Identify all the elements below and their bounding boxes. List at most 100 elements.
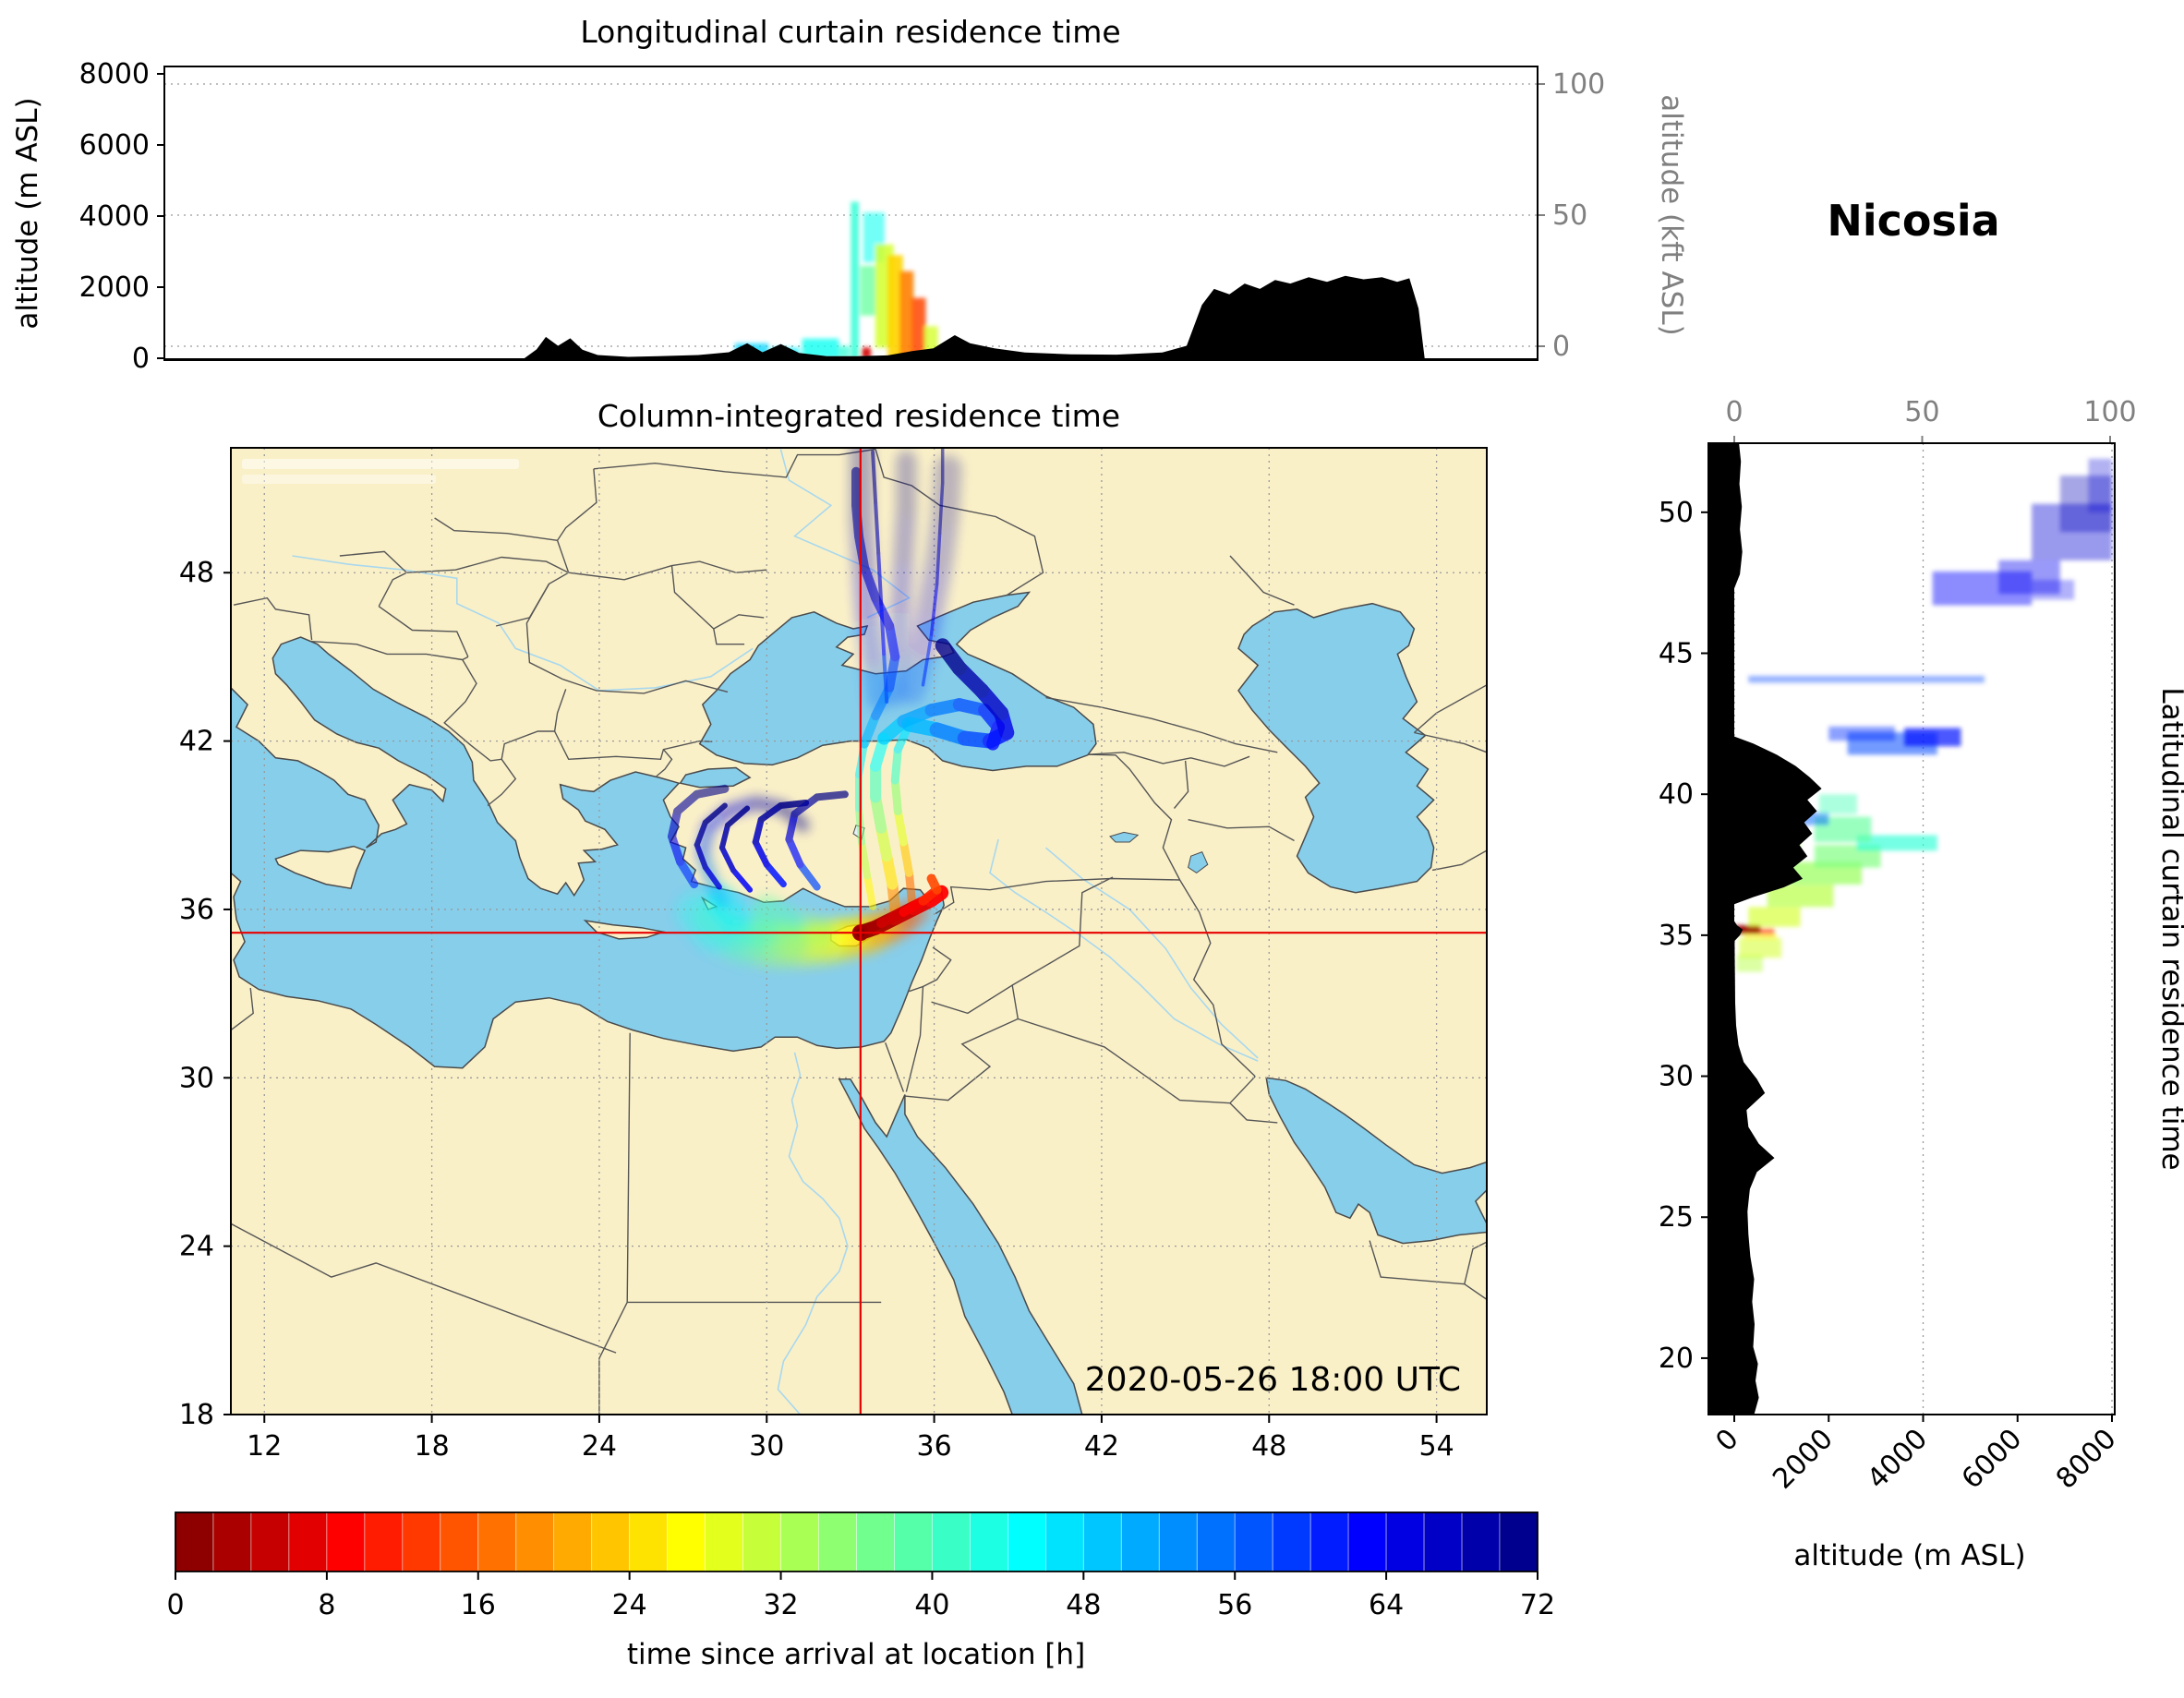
colorbar-bin (1423, 1511, 1463, 1572)
colorbar-bin (288, 1511, 328, 1572)
altitude-m-tick-label: 6000 (79, 129, 150, 162)
column-integrated-map-panel: 12 18 24 30 36 42 48 54 18 24 30 36 42 48 Column-inte… (179, 398, 1488, 1463)
colorbar-bin (1008, 1511, 1046, 1572)
country-border (1179, 879, 1256, 1078)
plume-segment (935, 531, 942, 586)
longitude-tick-label: 54 (1419, 1430, 1454, 1463)
plume-segment (860, 562, 881, 603)
colorbar-tick-label: 64 (1369, 1589, 1404, 1621)
sicily (274, 845, 367, 890)
plume-segment (871, 450, 878, 505)
colorbar-label: time since arrival at location [h] (627, 1638, 1085, 1671)
colorbar-bin (1234, 1511, 1273, 1572)
right-altitude-axis-label: altitude (m ASL) (1793, 1539, 2025, 1572)
altitude-kft-tick-label: 0 (1552, 331, 1570, 363)
residence-patch (860, 265, 875, 316)
country-border (593, 448, 876, 478)
plume-segment (863, 872, 877, 910)
map-attribution-smudge (242, 475, 436, 484)
latitude-tick-label: 25 (1659, 1201, 1694, 1234)
altitude-m-tick-label: 4000 (79, 200, 150, 233)
plume-path-blacksea-2 (901, 638, 1015, 749)
map-timestamp: 2020-05-26 18:00 UTC (1085, 1361, 1461, 1399)
altitude-m-tick-label: 8000 (79, 58, 150, 90)
country-border (311, 641, 357, 645)
country-border (470, 730, 555, 762)
colorbar-bin (932, 1511, 971, 1572)
longitudinal-curtain-frame (163, 66, 1538, 361)
caspian-sea (1237, 602, 1435, 894)
lake-van (1109, 831, 1140, 843)
colorbar-bin (1499, 1511, 1538, 1572)
country-border (233, 596, 313, 641)
country-border (1229, 555, 1295, 606)
country-border (656, 749, 673, 777)
country-border (356, 644, 463, 661)
colorbar-bin (818, 1511, 857, 1572)
residence-patch (1904, 728, 1961, 747)
plume-segment (874, 500, 881, 555)
colorbar-tick-label: 40 (914, 1589, 949, 1621)
longitude-tick-label: 30 (749, 1430, 784, 1463)
plume-segment (777, 800, 810, 809)
country-border (626, 1032, 631, 1303)
latitude-tick-label: 30 (179, 1062, 214, 1094)
map-axes: 12 18 24 30 36 42 48 54 18 24 30 36 42 48 (179, 557, 1454, 1463)
residence-patch (1736, 955, 1763, 972)
colorbar-bin (1347, 1511, 1387, 1572)
plume-segment (921, 632, 934, 687)
residence-patch (802, 338, 839, 358)
latitudinal-curtain-title: Latitudinal curtain residence time (2155, 687, 2184, 1170)
map-title: Column-integrated residence time (597, 398, 1120, 434)
plume-segment (890, 745, 902, 785)
latitude-tick-label: 48 (179, 557, 214, 589)
country-border (923, 946, 952, 988)
plume-segment (860, 711, 881, 749)
colorbar-bin (326, 1511, 366, 1572)
colorbar-panel: 0 8 16 24 32 40 48 56 64 72 time since arrival at… (166, 1511, 1555, 1671)
map-plot-area (231, 448, 1487, 1415)
colorbar-bin (515, 1511, 555, 1572)
persian-gulf (1265, 1077, 1487, 1245)
country-border (568, 560, 767, 581)
plume-path-aegean-curl (668, 784, 730, 889)
plume-segment (702, 802, 728, 825)
colorbar-bin (212, 1511, 252, 1572)
latitude-tick-label: 24 (179, 1231, 214, 1263)
latitude-tick-label: 20 (1659, 1343, 1694, 1375)
colorbar-bin (1196, 1511, 1236, 1572)
country-border (1087, 753, 1181, 881)
latitude-tick-label: 40 (1659, 778, 1694, 811)
country-border (1018, 1018, 1256, 1104)
country-border (713, 614, 765, 630)
colorbar-bin (175, 1511, 214, 1572)
kft-tick-label: 0 (1725, 396, 1743, 428)
plume-path-wturkey-loop-2 (718, 805, 754, 893)
colorbar-bin (1461, 1511, 1501, 1572)
colorbar-bin (667, 1511, 706, 1572)
plume-segment (926, 873, 942, 895)
colorbar-tick-label: 56 (1217, 1589, 1252, 1621)
plume-segment (757, 802, 784, 824)
lake-urmia (1188, 850, 1209, 874)
colorbar-bin (742, 1511, 781, 1572)
colorbar-bin (1045, 1511, 1084, 1572)
colorbar-frame (175, 1511, 1538, 1572)
colorbar-bin (856, 1511, 895, 1572)
colorbar-bin (1272, 1511, 1311, 1572)
country-border (525, 572, 570, 680)
colorbar-bin (477, 1511, 517, 1572)
plume-segment (935, 638, 967, 676)
plume-soft-fans (675, 448, 962, 970)
plume-segment (879, 601, 887, 656)
plume-path-wturkey-loop-3 (694, 802, 728, 890)
country-border (1369, 1240, 1487, 1300)
sea-of-marmara (679, 766, 752, 789)
plume-segment (718, 822, 730, 851)
country-border (905, 985, 924, 1092)
colorbar-tick-label: 0 (166, 1589, 184, 1621)
latitudinal-curtain-plot-area (1708, 443, 2113, 1415)
plume-segment (931, 454, 962, 528)
country-border (443, 656, 477, 746)
